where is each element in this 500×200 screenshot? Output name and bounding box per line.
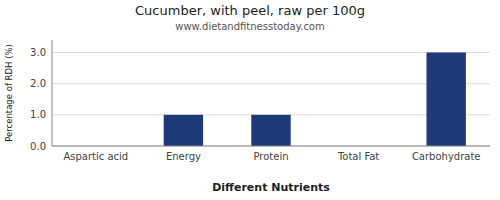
x-tick-label: Total Fat: [337, 151, 379, 162]
chart: Cucumber, with peel, raw per 100g www.die…: [0, 0, 500, 200]
title: Cucumber, with peel, raw per 100g: [135, 3, 365, 18]
x-tick-label: Carbohydrate: [412, 151, 481, 162]
grid-line: [52, 83, 490, 84]
y-tick-label: 0.0: [30, 141, 46, 152]
y-tick-label: 1.0: [30, 109, 46, 120]
x-tick-label: Energy: [166, 151, 201, 162]
grid-line: [52, 52, 490, 53]
y-tick-label: 2.0: [30, 78, 46, 89]
bar: [251, 115, 290, 146]
y-tick-label: 3.0: [30, 47, 46, 58]
x-tick-label: Protein: [253, 151, 288, 162]
bar: [426, 52, 465, 146]
y-axis-title: Percentage of RDH (%): [4, 44, 14, 142]
y-axis-line: [52, 40, 53, 146]
chart-container: Cucumber, with peel, raw per 100g www.die…: [0, 0, 500, 200]
x-axis-title: Different Nutrients: [212, 181, 330, 194]
subtitle: www.dietandfitnesstoday.com: [175, 21, 324, 32]
x-axis-line: [52, 146, 490, 147]
grid-line: [52, 146, 490, 147]
x-axis: Aspartic acid Energy Protein Total Fat Carbo…: [63, 151, 480, 162]
y-axis: 0.0 1.0 2.0 3.0: [30, 47, 490, 152]
bars: [164, 52, 466, 146]
bar: [164, 115, 203, 146]
x-tick-label: Aspartic acid: [63, 151, 128, 162]
